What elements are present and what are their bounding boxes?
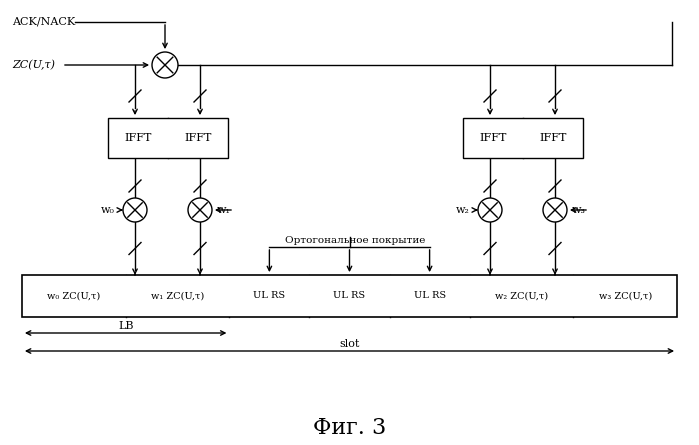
Text: UL RS: UL RS [253,291,285,300]
Text: w₃ ZC(U,τ): w₃ ZC(U,τ) [598,291,651,300]
Circle shape [123,198,147,222]
Bar [463,118,583,158]
Circle shape [478,198,502,222]
Text: w₁: w₁ [217,205,231,215]
Circle shape [188,198,212,222]
Text: UL RS: UL RS [333,291,366,300]
Text: w₁ ZC(U,τ): w₁ ZC(U,τ) [151,291,204,300]
Circle shape [152,52,178,78]
Text: UL RS: UL RS [414,291,446,300]
Text: IFFT: IFFT [185,133,212,143]
Text: IFFT: IFFT [124,133,152,143]
Text: w₂: w₂ [456,205,470,215]
Text: IFFT: IFFT [540,133,567,143]
Text: w₀ ZC(U,τ): w₀ ZC(U,τ) [48,291,101,300]
Text: w₂ ZC(U,τ): w₂ ZC(U,τ) [495,291,548,300]
Text: Ортогональное покрытие: Ортогональное покрытие [284,236,425,245]
Circle shape [543,198,567,222]
Text: ZC(U,τ): ZC(U,τ) [12,60,55,70]
Text: w₃: w₃ [572,205,586,215]
Text: IFFT: IFFT [480,133,507,143]
Text: w₀: w₀ [101,205,115,215]
Text: Фиг. 3: Фиг. 3 [313,417,386,439]
Text: slot: slot [339,339,360,349]
Text: LB: LB [118,321,134,331]
Bar [108,118,228,158]
Bar [22,275,677,317]
Text: ACK/NACK: ACK/NACK [12,17,75,27]
